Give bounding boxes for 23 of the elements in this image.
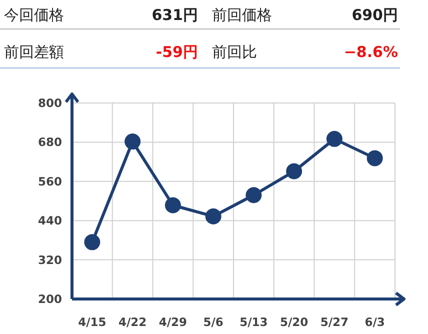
y-tick-label: 200: [38, 292, 62, 306]
x-tick-label: 4/15: [78, 315, 106, 329]
point: [246, 187, 262, 204]
y-tick-label: 560: [38, 174, 62, 188]
point: [124, 134, 141, 150]
x-tick-label: 6/3: [364, 315, 385, 329]
y-tick-label: 800: [38, 96, 62, 110]
x-tick-label: 5/27: [320, 315, 349, 329]
point: [205, 208, 222, 224]
point: [286, 163, 302, 180]
y-tick-label: 680: [38, 135, 62, 150]
header: 今回価格 631円 前回価格 690円 前回差額 -59円 前回比 −8.6%: [0, 6, 400, 69]
x-tick-label: 4/29: [158, 315, 188, 329]
x-tick-label: 5/13: [240, 315, 268, 329]
x-tick-label: 5/6: [203, 315, 224, 329]
point: [164, 197, 181, 214]
x-tick-label: 4/22: [118, 315, 147, 329]
y-tick-label: 440: [38, 214, 62, 228]
point: [366, 150, 383, 166]
y-tick-label: 320: [38, 252, 62, 267]
point: [326, 130, 342, 147]
x-tick-label: 5/20: [280, 315, 308, 329]
point: [84, 234, 100, 250]
